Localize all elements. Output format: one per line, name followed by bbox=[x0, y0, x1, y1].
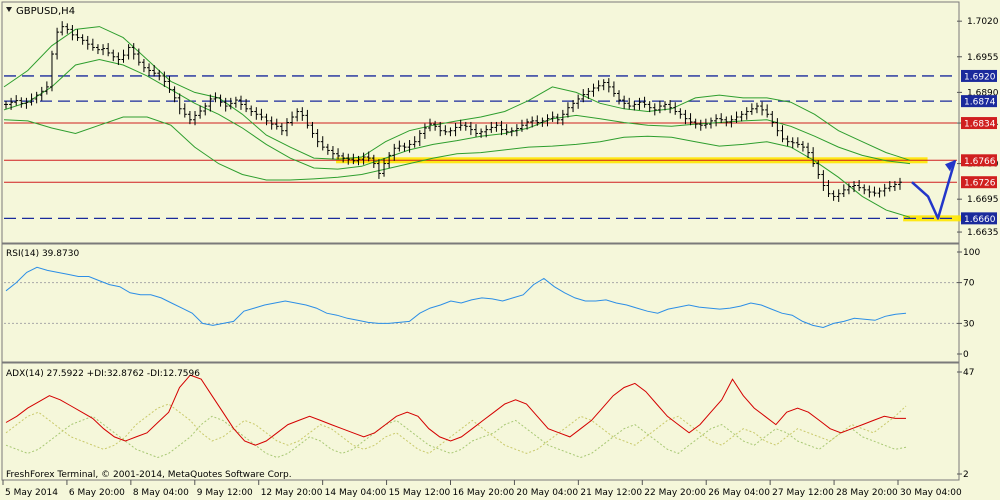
time-tick-label: 5 May 2014 bbox=[5, 488, 58, 498]
price-panel-frame bbox=[1, 1, 960, 244]
bollinger-lower bbox=[3, 116, 911, 218]
level-label: 1.6874 bbox=[964, 98, 996, 108]
bollinger-upper bbox=[3, 26, 911, 161]
projection-arrow bbox=[911, 159, 957, 220]
adx-tick-label: 2 bbox=[963, 470, 969, 480]
di-plus-line bbox=[5, 403, 907, 454]
level-label: 1.6766 bbox=[964, 157, 996, 167]
time-tick-label: 15 May 12:00 bbox=[389, 488, 451, 498]
collapse-icon[interactable] bbox=[6, 7, 12, 12]
rsi-line bbox=[5, 266, 907, 329]
level-label-bg bbox=[961, 69, 997, 82]
time-tick-label: 14 May 04:00 bbox=[325, 488, 387, 498]
time-tick-label: 6 May 20:00 bbox=[69, 488, 125, 498]
price-level-labels: 1.6920 1.6874 1.6660 1.6834 1.6766 1.6726 bbox=[961, 69, 997, 225]
price-bars bbox=[4, 21, 902, 202]
projection-arrowhead bbox=[945, 160, 955, 172]
time-axis: 5 May 2014 6 May 20:00 8 May 04:00 9 May 12… bbox=[2, 480, 962, 498]
time-tick-label: 27 May 12:00 bbox=[772, 488, 834, 498]
price-tick-label: 1.6695 bbox=[967, 195, 999, 205]
time-tick-label: 28 May 20:00 bbox=[836, 488, 898, 498]
di-minus-line bbox=[5, 415, 907, 459]
time-tick-label: 16 May 20:00 bbox=[453, 488, 515, 498]
rsi-tick-label: 30 bbox=[963, 319, 975, 329]
level-label: 1.6660 bbox=[964, 215, 996, 225]
time-tick-label: 21 May 12:00 bbox=[580, 488, 642, 498]
time-tick-label: 30 May 04:00 bbox=[900, 488, 962, 498]
rsi-panel-frame bbox=[1, 243, 960, 363]
price-panel[interactable]: GBPUSD,H4 bbox=[1, 1, 979, 244]
chart-title: GBPUSD,H4 bbox=[6, 6, 75, 17]
rsi-levels bbox=[4, 282, 957, 324]
time-tick-label: 9 May 12:00 bbox=[197, 488, 253, 498]
adx-line bbox=[5, 374, 906, 446]
adx-panel[interactable]: ADX(14) 27.5922 +DI:32.8762 -DI:12.7596 … bbox=[1, 362, 960, 481]
level-label-bg bbox=[961, 176, 997, 189]
time-tick-label: 20 May 04:00 bbox=[516, 488, 578, 498]
copyright-text: FreshForex Terminal, © 2001-2014, MetaQu… bbox=[6, 470, 292, 480]
level-label-bg bbox=[961, 95, 997, 108]
adx-panel-frame bbox=[1, 362, 960, 481]
time-tick-label: 26 May 04:00 bbox=[708, 488, 770, 498]
price-levels bbox=[4, 75, 979, 222]
rsi-tick-label: 70 bbox=[963, 279, 975, 289]
time-tick-label: 22 May 20:00 bbox=[644, 488, 706, 498]
bollinger-bands bbox=[3, 26, 911, 218]
rsi-tick-label: 0 bbox=[963, 350, 969, 360]
time-tick-label: 8 May 04:00 bbox=[133, 488, 189, 498]
price-tick-label: 1.6635 bbox=[967, 228, 999, 238]
time-tick-label: 12 May 20:00 bbox=[261, 488, 323, 498]
adx-tick-label: 47 bbox=[963, 368, 974, 378]
chart-title-text: GBPUSD,H4 bbox=[16, 6, 75, 17]
level-label: 1.6726 bbox=[964, 179, 996, 189]
price-tick-label: 1.6955 bbox=[967, 53, 999, 63]
rsi-axis: 100 70 30 0 bbox=[957, 248, 980, 360]
adx-label: ADX(14) 27.5922 +DI:32.8762 -DI:12.7596 bbox=[6, 369, 200, 379]
price-tick-label: 1.6890 bbox=[967, 88, 999, 98]
rsi-tick-label: 100 bbox=[963, 248, 980, 258]
adx-axis: 47 2 bbox=[957, 368, 974, 480]
level-label-bg bbox=[961, 154, 997, 167]
level-label: 1.6834 bbox=[964, 120, 996, 130]
bollinger-middle bbox=[3, 58, 911, 170]
rsi-panel[interactable]: RSI(14) 39.8730 bbox=[1, 243, 960, 363]
price-tick-label: 1.7020 bbox=[967, 17, 999, 27]
rsi-label: RSI(14) 39.8730 bbox=[6, 249, 79, 259]
level-label-bg bbox=[961, 212, 997, 225]
level-label-bg bbox=[961, 117, 997, 130]
projection-path bbox=[911, 159, 957, 220]
level-label: 1.6920 bbox=[964, 72, 996, 82]
